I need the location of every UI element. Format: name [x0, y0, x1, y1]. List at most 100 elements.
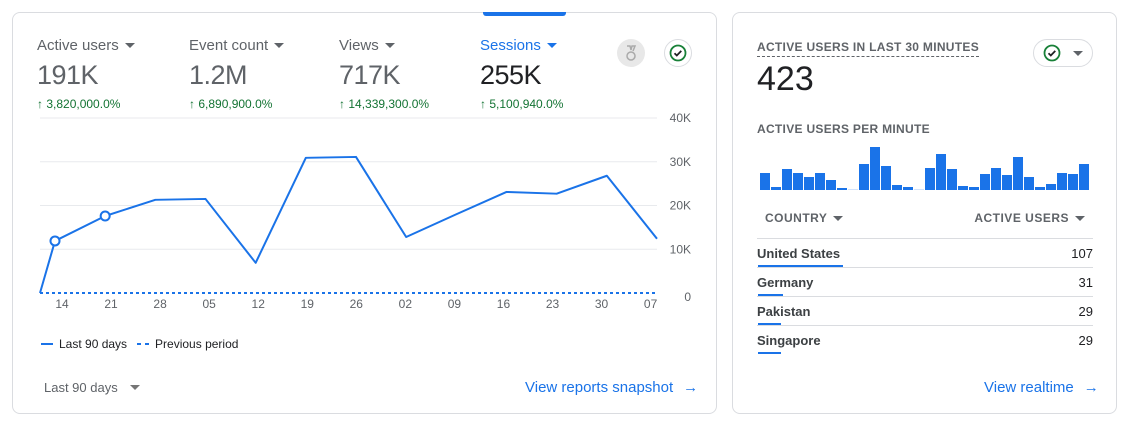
per-minute-bar[interactable]	[881, 166, 891, 190]
metric-tab[interactable]: Views 717K ↑ 14,339,300.0%	[339, 37, 429, 111]
per-minute-bar[interactable]	[837, 188, 847, 190]
active-users-column-header[interactable]: ACTIVE USERS	[974, 211, 1085, 225]
per-minute-bar[interactable]	[947, 169, 957, 190]
per-minute-bar[interactable]	[914, 189, 924, 190]
metric-label: Event count	[189, 37, 285, 54]
data-point	[504, 189, 510, 195]
metric-change: ↑ 6,890,900.0%	[189, 97, 273, 111]
caret-down-icon	[384, 43, 395, 48]
per-minute-bar[interactable]	[892, 185, 902, 190]
active-users-count: 31	[1078, 275, 1093, 290]
y-tick-label: 20K	[670, 199, 691, 213]
table-row[interactable]: United States 107	[757, 238, 1093, 267]
x-tick-label: 09	[448, 297, 462, 310]
link-label: View realtime	[984, 379, 1074, 396]
table-row[interactable]: Pakistan 29	[757, 296, 1093, 325]
metric-change: ↑ 14,339,300.0%	[339, 97, 430, 111]
active-users-count: 29	[1078, 304, 1093, 319]
per-minute-bar[interactable]	[991, 168, 1001, 190]
per-minute-bar[interactable]	[969, 187, 979, 190]
data-point	[353, 154, 359, 160]
metric-tab[interactable]: Sessions 255K ↑ 5,100,940.0%	[480, 37, 563, 111]
metric-change: ↑ 5,100,940.0%	[480, 97, 564, 111]
check-circle-icon	[669, 44, 687, 62]
realtime-status-dropdown[interactable]	[1033, 39, 1093, 67]
metric-change: ↑ 3,820,000.0%	[37, 97, 121, 111]
x-tick-label: 23	[546, 297, 560, 310]
per-minute-bar[interactable]	[815, 173, 825, 190]
per-minute-bar[interactable]	[848, 189, 858, 190]
per-minute-bar[interactable]	[1046, 184, 1056, 190]
per-minute-bar[interactable]	[1035, 187, 1045, 190]
per-minute-bar[interactable]	[936, 154, 946, 190]
per-minute-bar[interactable]	[1024, 177, 1034, 190]
date-range-dropdown[interactable]: Last 90 days	[44, 380, 140, 395]
last-90-days-line	[39, 155, 658, 294]
share-bar	[758, 352, 781, 354]
metric-tab[interactable]: Active users 191K ↑ 3,820,000.0%	[37, 37, 135, 111]
data-point	[453, 211, 459, 217]
annotation-marker[interactable]	[99, 210, 111, 222]
per-minute-bar[interactable]	[793, 173, 803, 190]
per-minute-bar[interactable]	[1002, 175, 1012, 190]
x-tick-label: 16	[497, 297, 511, 310]
insights-button[interactable]	[617, 39, 645, 67]
per-minute-bar[interactable]	[826, 180, 836, 190]
table-row[interactable]: Singapore 29	[757, 325, 1093, 354]
realtime-title[interactable]: ACTIVE USERS IN LAST 30 MINUTES	[757, 40, 979, 57]
country-name: United States	[757, 246, 841, 261]
arrow-up-icon: ↑	[189, 97, 195, 111]
per-minute-bar[interactable]	[804, 177, 814, 190]
medal-icon	[626, 45, 637, 61]
per-minute-bar[interactable]	[859, 164, 869, 190]
per-minute-title: ACTIVE USERS PER MINUTE	[757, 122, 930, 136]
caret-down-icon	[833, 215, 844, 221]
realtime-card: ACTIVE USERS IN LAST 30 MINUTES 423 ACTI…	[732, 12, 1117, 414]
per-minute-bar[interactable]	[903, 187, 913, 190]
arrow-right-icon: →	[683, 379, 699, 396]
share-bar	[758, 323, 781, 325]
active-users-count: 107	[1071, 246, 1093, 261]
active-users-count: 29	[1078, 333, 1093, 348]
data-point	[203, 196, 209, 202]
x-tick-label: 02	[399, 297, 413, 310]
arrow-up-icon: ↑	[480, 97, 486, 111]
country-name: Germany	[757, 275, 814, 290]
realtime-active-users: 423	[757, 60, 814, 98]
share-bar	[758, 265, 843, 267]
per-minute-bar[interactable]	[958, 186, 968, 190]
per-minute-bar[interactable]	[760, 173, 770, 190]
x-tick-label: 30	[595, 297, 609, 310]
caret-down-icon	[129, 385, 140, 390]
per-minute-bar[interactable]	[925, 168, 935, 190]
per-minute-bar[interactable]	[870, 147, 880, 190]
per-minute-bar[interactable]	[771, 187, 781, 190]
metric-label: Active users	[37, 37, 135, 54]
table-row[interactable]: Germany 31	[757, 267, 1093, 296]
view-realtime-link[interactable]: View realtime →	[984, 379, 1099, 396]
date-range-label: Last 90 days	[44, 380, 118, 395]
caret-down-icon	[274, 43, 285, 48]
table-header: COUNTRY ACTIVE USERS	[757, 211, 1093, 225]
x-tick-label: 14	[55, 297, 69, 310]
country-name: Pakistan	[757, 304, 811, 319]
metric-tab[interactable]: Event count 1.2M ↑ 6,890,900.0%	[189, 37, 285, 111]
data-point	[152, 197, 158, 203]
status-button[interactable]	[664, 39, 692, 67]
per-minute-bar[interactable]	[782, 169, 792, 190]
metric-value: 717K	[339, 60, 401, 90]
per-minute-bar[interactable]	[1068, 174, 1078, 190]
arrow-up-icon: ↑	[37, 97, 43, 111]
data-point	[303, 155, 309, 161]
per-minute-bar[interactable]	[1013, 157, 1023, 190]
view-reports-snapshot-link[interactable]: View reports snapshot →	[525, 379, 698, 396]
country-column-header[interactable]: COUNTRY	[765, 211, 844, 225]
metric-label: Sessions	[480, 37, 563, 54]
per-minute-bar[interactable]	[1057, 173, 1067, 190]
per-minute-bar[interactable]	[980, 174, 990, 190]
x-tick-label: 21	[104, 297, 118, 310]
annotation-marker[interactable]	[49, 235, 61, 247]
arrow-up-icon: ↑	[339, 97, 345, 111]
caret-down-icon	[1075, 215, 1085, 221]
per-minute-bar[interactable]	[1079, 164, 1089, 190]
